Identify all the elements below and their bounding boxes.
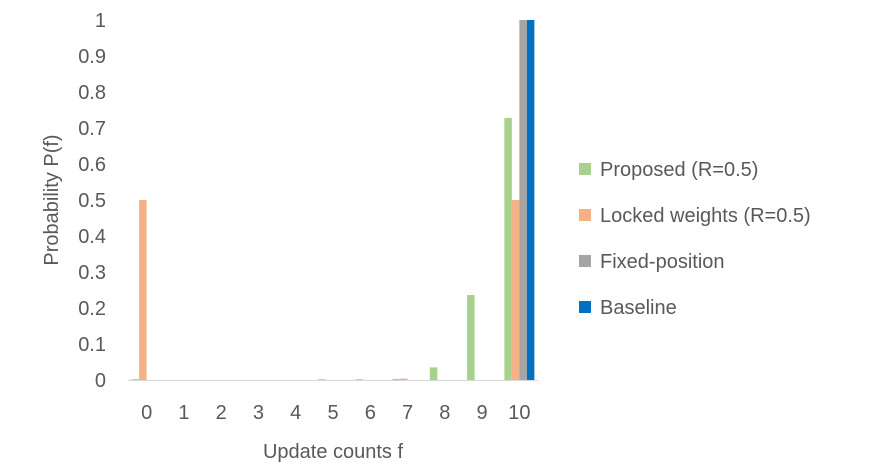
bars bbox=[131, 20, 535, 381]
bar-proposed-r-0-5-f8 bbox=[429, 367, 438, 380]
legend-swatch bbox=[579, 163, 591, 175]
y-tick-label: 0.7 bbox=[78, 118, 106, 140]
y-tick-label: 0.1 bbox=[78, 334, 106, 356]
x-tick-label: 4 bbox=[290, 402, 301, 424]
legend-swatch bbox=[579, 301, 591, 313]
bar-baseline-f10 bbox=[526, 20, 535, 380]
y-tick-label: 0.4 bbox=[78, 226, 106, 248]
legend-label: Fixed-position bbox=[600, 251, 725, 273]
x-tick-label: 9 bbox=[477, 402, 488, 424]
x-tick-label: 3 bbox=[253, 402, 264, 424]
y-tick-label: 0.2 bbox=[78, 298, 106, 320]
bar-locked-weights-r-0-5-f0 bbox=[139, 200, 147, 380]
legend-swatch bbox=[579, 255, 591, 267]
x-axis-title: Update counts f bbox=[263, 441, 404, 463]
y-tick-label: 0.3 bbox=[78, 262, 106, 284]
y-axis-title: Probability P(f) bbox=[41, 134, 63, 265]
x-tick-label: 2 bbox=[216, 402, 227, 424]
y-tick-label: 0.9 bbox=[78, 46, 106, 68]
x-tick-label: 7 bbox=[402, 402, 413, 424]
bar-fixed-position-f10 bbox=[519, 20, 527, 380]
legend-label: Proposed (R=0.5) bbox=[600, 159, 758, 181]
x-tick-label: 5 bbox=[327, 402, 338, 424]
legend: Proposed (R=0.5) Locked weights (R=0.5) Fi… bbox=[579, 159, 811, 319]
x-axis-ticks: 0 1 2 3 4 5 6 7 8 9 10 bbox=[141, 402, 530, 424]
y-tick-label: 0.8 bbox=[78, 82, 106, 104]
bar-proposed-r-0-5-f9 bbox=[467, 295, 475, 380]
x-tick-label: 10 bbox=[508, 402, 530, 424]
y-tick-label: 0.6 bbox=[78, 154, 106, 176]
legend-swatch bbox=[579, 209, 591, 221]
bar-proposed-r-0-5-f5 bbox=[318, 379, 326, 380]
bar-proposed-r-0-5-f7 bbox=[392, 378, 401, 380]
y-axis-ticks: 0 0.1 0.2 0.3 0.4 0.5 0.6 0.7 0.8 0.9 1 bbox=[78, 10, 106, 392]
legend-label: Baseline bbox=[600, 297, 677, 319]
bar-locked-weights-r-0-5-f10 bbox=[511, 200, 520, 380]
y-tick-label: 0.5 bbox=[78, 190, 106, 212]
y-tick-label: 0 bbox=[95, 370, 106, 392]
x-tick-label: 8 bbox=[439, 402, 450, 424]
legend-label: Locked weights (R=0.5) bbox=[600, 205, 811, 227]
y-tick-label: 1 bbox=[95, 10, 106, 32]
bar-proposed-r-0-5-f0 bbox=[131, 379, 140, 380]
bar-proposed-r-0-5-f6 bbox=[355, 379, 363, 380]
x-tick-label: 0 bbox=[141, 402, 152, 424]
bar-locked-weights-r-0-5-f7 bbox=[400, 378, 408, 380]
bar-proposed-r-0-5-f10 bbox=[504, 117, 512, 381]
x-tick-label: 1 bbox=[178, 402, 189, 424]
x-tick-label: 6 bbox=[365, 402, 376, 424]
